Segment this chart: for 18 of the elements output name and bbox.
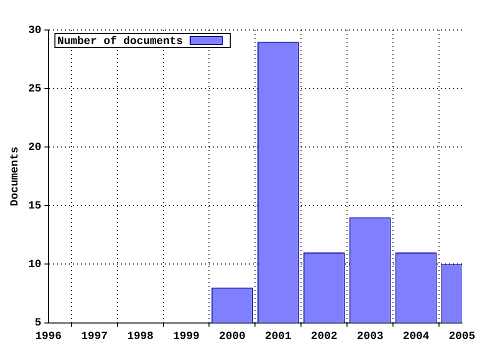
x-tick-label: 1999 — [173, 331, 200, 344]
x-tick-label: 2000 — [219, 331, 246, 344]
y-axis-title: Documents — [9, 146, 22, 206]
x-tick-label: 2003 — [356, 331, 384, 344]
x-tick-label: 2005 — [448, 331, 476, 344]
x-tick-label: 1997 — [81, 331, 108, 344]
x-tick-label: 1996 — [35, 331, 62, 344]
x-tick-label: 2001 — [264, 331, 292, 344]
x-tick-label: 2004 — [402, 331, 430, 344]
y-tick-label: 15 — [28, 200, 42, 212]
x-tick-label: 2002 — [310, 331, 338, 344]
y-tick-label: 25 — [28, 83, 42, 96]
y-tick-label: 5 — [34, 318, 42, 330]
y-tick-label: 20 — [28, 142, 42, 154]
y-tick-label: 30 — [28, 24, 42, 37]
legend-label: Number of documents — [57, 34, 183, 48]
y-tick-label: 10 — [28, 259, 42, 272]
x-tick-label: 1998 — [127, 331, 154, 344]
